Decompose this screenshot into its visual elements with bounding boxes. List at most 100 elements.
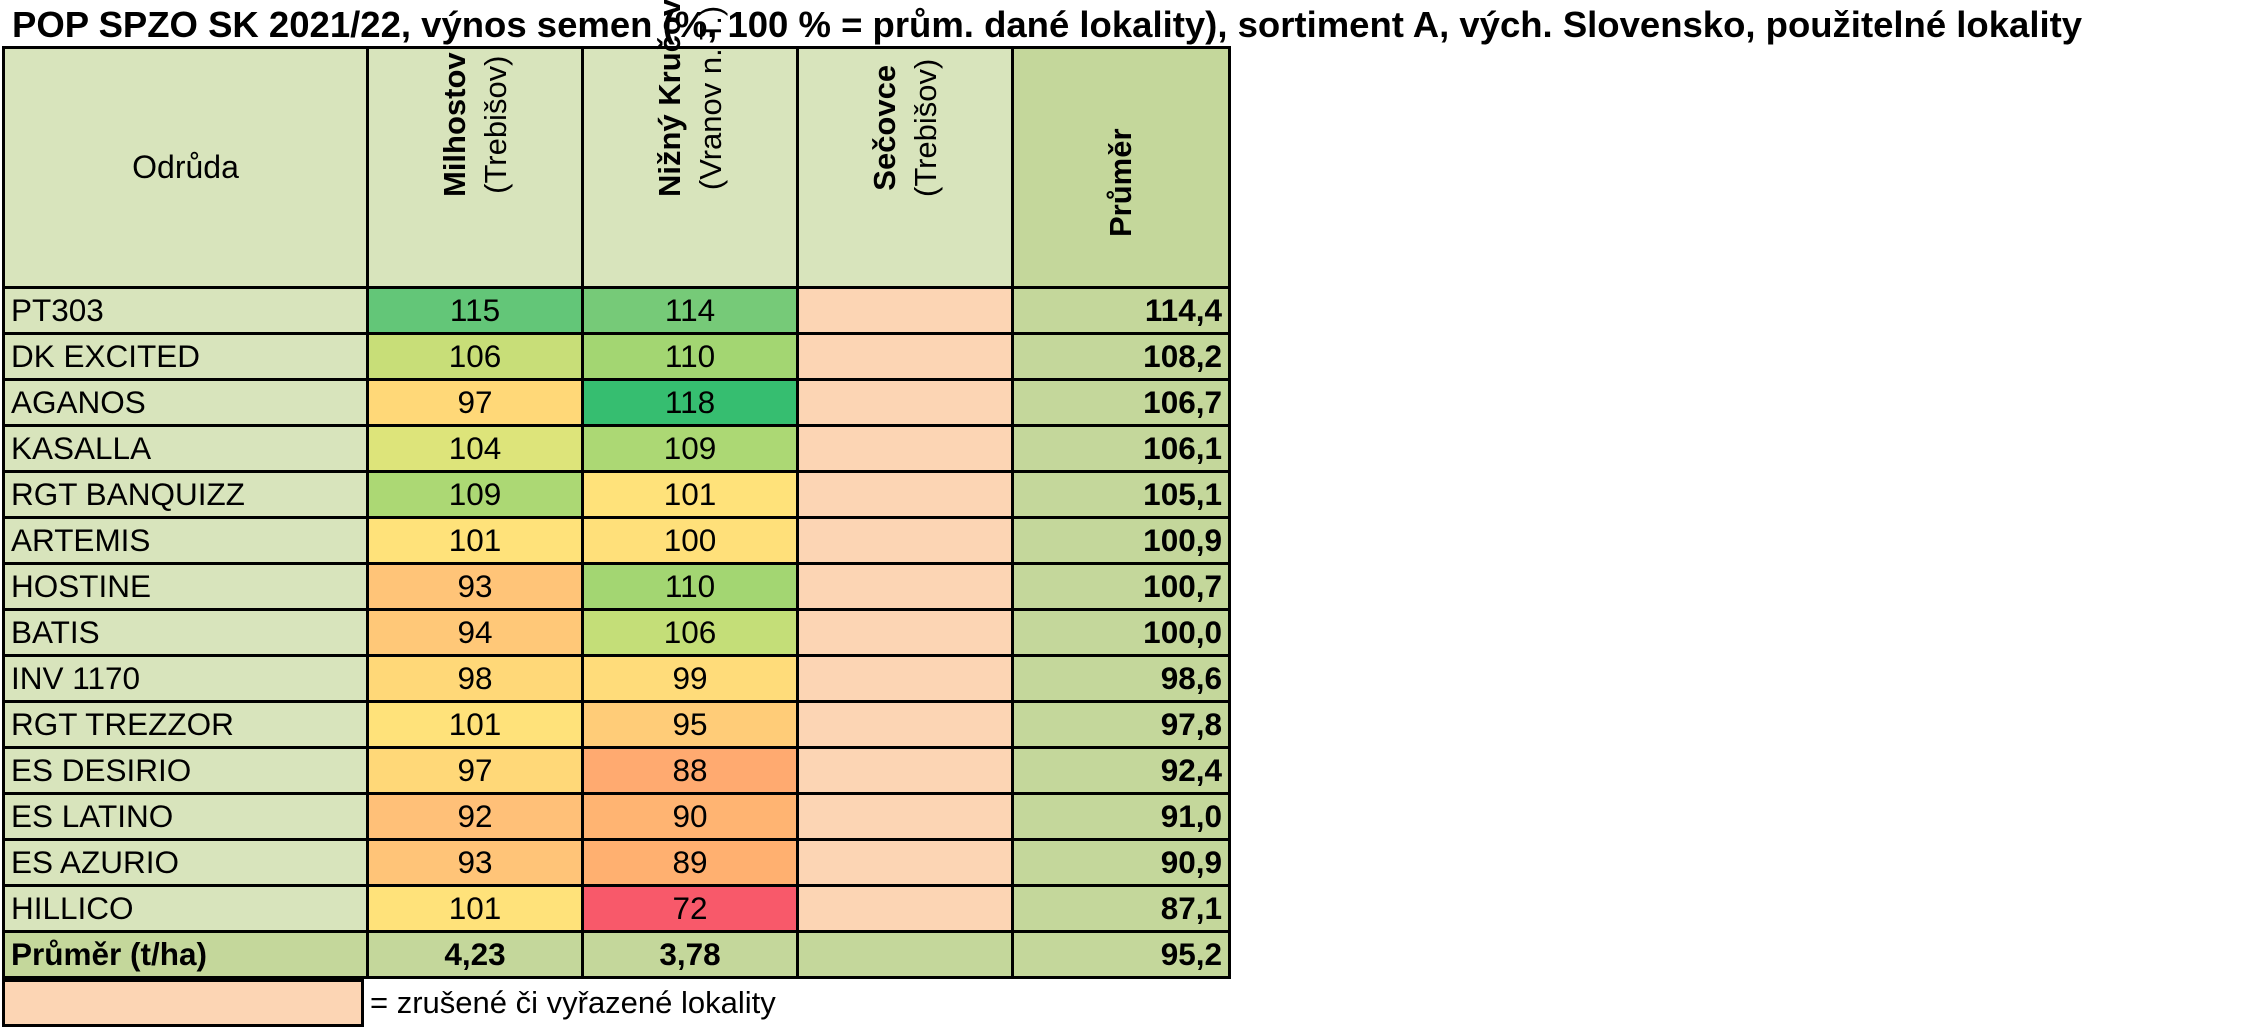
variety-cell: ES LATINO (2, 792, 369, 841)
legend-text: = zrušené či vyřazené lokality (370, 985, 776, 1020)
average-cell: 87,1 (1011, 884, 1231, 933)
footer-average: 95,2 (1011, 930, 1231, 979)
nizny-krucov-cell: 72 (581, 884, 799, 933)
table-row: ES DESIRIO 97 88 92,4 (2, 746, 1231, 795)
milhostov-cell: 109 (366, 470, 584, 519)
milhostov-cell: 98 (366, 654, 584, 703)
secovce-cell (796, 286, 1014, 335)
table-row: PT303 115 114 114,4 (2, 286, 1231, 335)
milhostov-cell: 115 (366, 286, 584, 335)
column-header-variety: Odrůda (2, 46, 369, 289)
variety-cell: DK EXCITED (2, 332, 369, 381)
variety-cell: HOSTINE (2, 562, 369, 611)
average-cell: 92,4 (1011, 746, 1231, 795)
footer-nizny-krucov: 3,78 (581, 930, 799, 979)
table-row: AGANOS 97 118 106,7 (2, 378, 1231, 427)
average-cell: 100,9 (1011, 516, 1231, 565)
footer-milhostov: 4,23 (366, 930, 584, 979)
location-name: Sečovce (867, 64, 902, 191)
secovce-cell (796, 792, 1014, 841)
milhostov-cell: 93 (366, 838, 584, 887)
table-row: HILLICO 101 72 87,1 (2, 884, 1231, 933)
table-row: ES LATINO 92 90 91,0 (2, 792, 1231, 841)
secovce-cell (796, 424, 1014, 473)
table-row: DK EXCITED 106 110 108,2 (2, 332, 1231, 381)
milhostov-cell: 101 (366, 700, 584, 749)
average-cell: 100,0 (1011, 608, 1231, 657)
milhostov-cell: 92 (366, 792, 584, 841)
average-cell: 100,7 (1011, 562, 1231, 611)
variety-cell: HILLICO (2, 884, 369, 933)
variety-cell: INV 1170 (2, 654, 369, 703)
average-cell: 105,1 (1011, 470, 1231, 519)
average-cell: 106,7 (1011, 378, 1231, 427)
variety-cell: ES DESIRIO (2, 746, 369, 795)
location-name: Milhostov (437, 51, 472, 197)
table-body: PT303 115 114 114,4 DK EXCITED 106 110 108,2 AGA… (2, 286, 1231, 933)
location-district: (Trebišov) (908, 58, 943, 197)
header-row: Odrůda Milhostov (Trebišov) Nižný Kručov… (2, 0, 1231, 289)
secovce-cell (796, 884, 1014, 933)
variety-cell: PT303 (2, 286, 369, 335)
page-title: POP SPZO SK 2021/22, výnos semen (%, 100… (12, 4, 2083, 45)
milhostov-cell: 101 (366, 516, 584, 565)
secovce-cell (796, 470, 1014, 519)
milhostov-cell: 101 (366, 884, 584, 933)
table-row: ES AZURIO 93 89 90,9 (2, 838, 1231, 887)
location-district: (Vranov n. T.) (693, 5, 728, 190)
secovce-cell (796, 654, 1014, 703)
nizny-krucov-cell: 118 (581, 378, 799, 427)
secovce-cell (796, 746, 1014, 795)
average-cell: 114,4 (1011, 286, 1231, 335)
nizny-krucov-cell: 114 (581, 286, 799, 335)
secovce-cell (796, 562, 1014, 611)
milhostov-cell: 97 (366, 378, 584, 427)
nizny-krucov-cell: 95 (581, 700, 799, 749)
nizny-krucov-cell: 101 (581, 470, 799, 519)
average-cell: 97,8 (1011, 700, 1231, 749)
nizny-krucov-cell: 109 (581, 424, 799, 473)
legend: = zrušené či vyřazené lokality (2, 979, 776, 1027)
nizny-krucov-cell: 110 (581, 562, 799, 611)
secovce-cell (796, 332, 1014, 381)
variety-cell: ES AZURIO (2, 838, 369, 887)
variety-cell: AGANOS (2, 378, 369, 427)
average-cell: 108,2 (1011, 332, 1231, 381)
legend-swatch (2, 979, 364, 1027)
yield-table: Odrůda Milhostov (Trebišov) Nižný Kručov… (2, 0, 1231, 979)
secovce-cell (796, 838, 1014, 887)
nizny-krucov-cell: 90 (581, 792, 799, 841)
variety-cell: ARTEMIS (2, 516, 369, 565)
average-cell: 98,6 (1011, 654, 1231, 703)
location-name: Nižný Kručov (652, 0, 687, 197)
milhostov-cell: 104 (366, 424, 584, 473)
column-header-milhostov: Milhostov (Trebišov) (366, 46, 584, 289)
nizny-krucov-cell: 100 (581, 516, 799, 565)
milhostov-cell: 97 (366, 746, 584, 795)
milhostov-cell: 106 (366, 332, 584, 381)
column-header-nizny-krucov: Nižný Kručov (Vranov n. T.) (581, 0, 799, 289)
footer-secovce (796, 930, 1014, 979)
average-cell: 106,1 (1011, 424, 1231, 473)
footer-row: Průměr (t/ha) 4,23 3,78 95,2 (2, 930, 1231, 979)
table-row: INV 1170 98 99 98,6 (2, 654, 1231, 703)
nizny-krucov-cell: 89 (581, 838, 799, 887)
table-row: HOSTINE 93 110 100,7 (2, 562, 1231, 611)
secovce-cell (796, 378, 1014, 427)
nizny-krucov-cell: 99 (581, 654, 799, 703)
variety-cell: KASALLA (2, 424, 369, 473)
table-row: RGT TREZZOR 101 95 97,8 (2, 700, 1231, 749)
average-label: Průměr (1103, 127, 1138, 237)
table-row: KASALLA 104 109 106,1 (2, 424, 1231, 473)
variety-cell: BATIS (2, 608, 369, 657)
column-header-average: Průměr (1011, 46, 1231, 289)
variety-cell: RGT TREZZOR (2, 700, 369, 749)
table-row: ARTEMIS 101 100 100,9 (2, 516, 1231, 565)
secovce-cell (796, 608, 1014, 657)
milhostov-cell: 94 (366, 608, 584, 657)
footer-label: Průměr (t/ha) (2, 930, 369, 979)
nizny-krucov-cell: 106 (581, 608, 799, 657)
nizny-krucov-cell: 110 (581, 332, 799, 381)
table-row: RGT BANQUIZZ 109 101 105,1 (2, 470, 1231, 519)
nizny-krucov-cell: 88 (581, 746, 799, 795)
